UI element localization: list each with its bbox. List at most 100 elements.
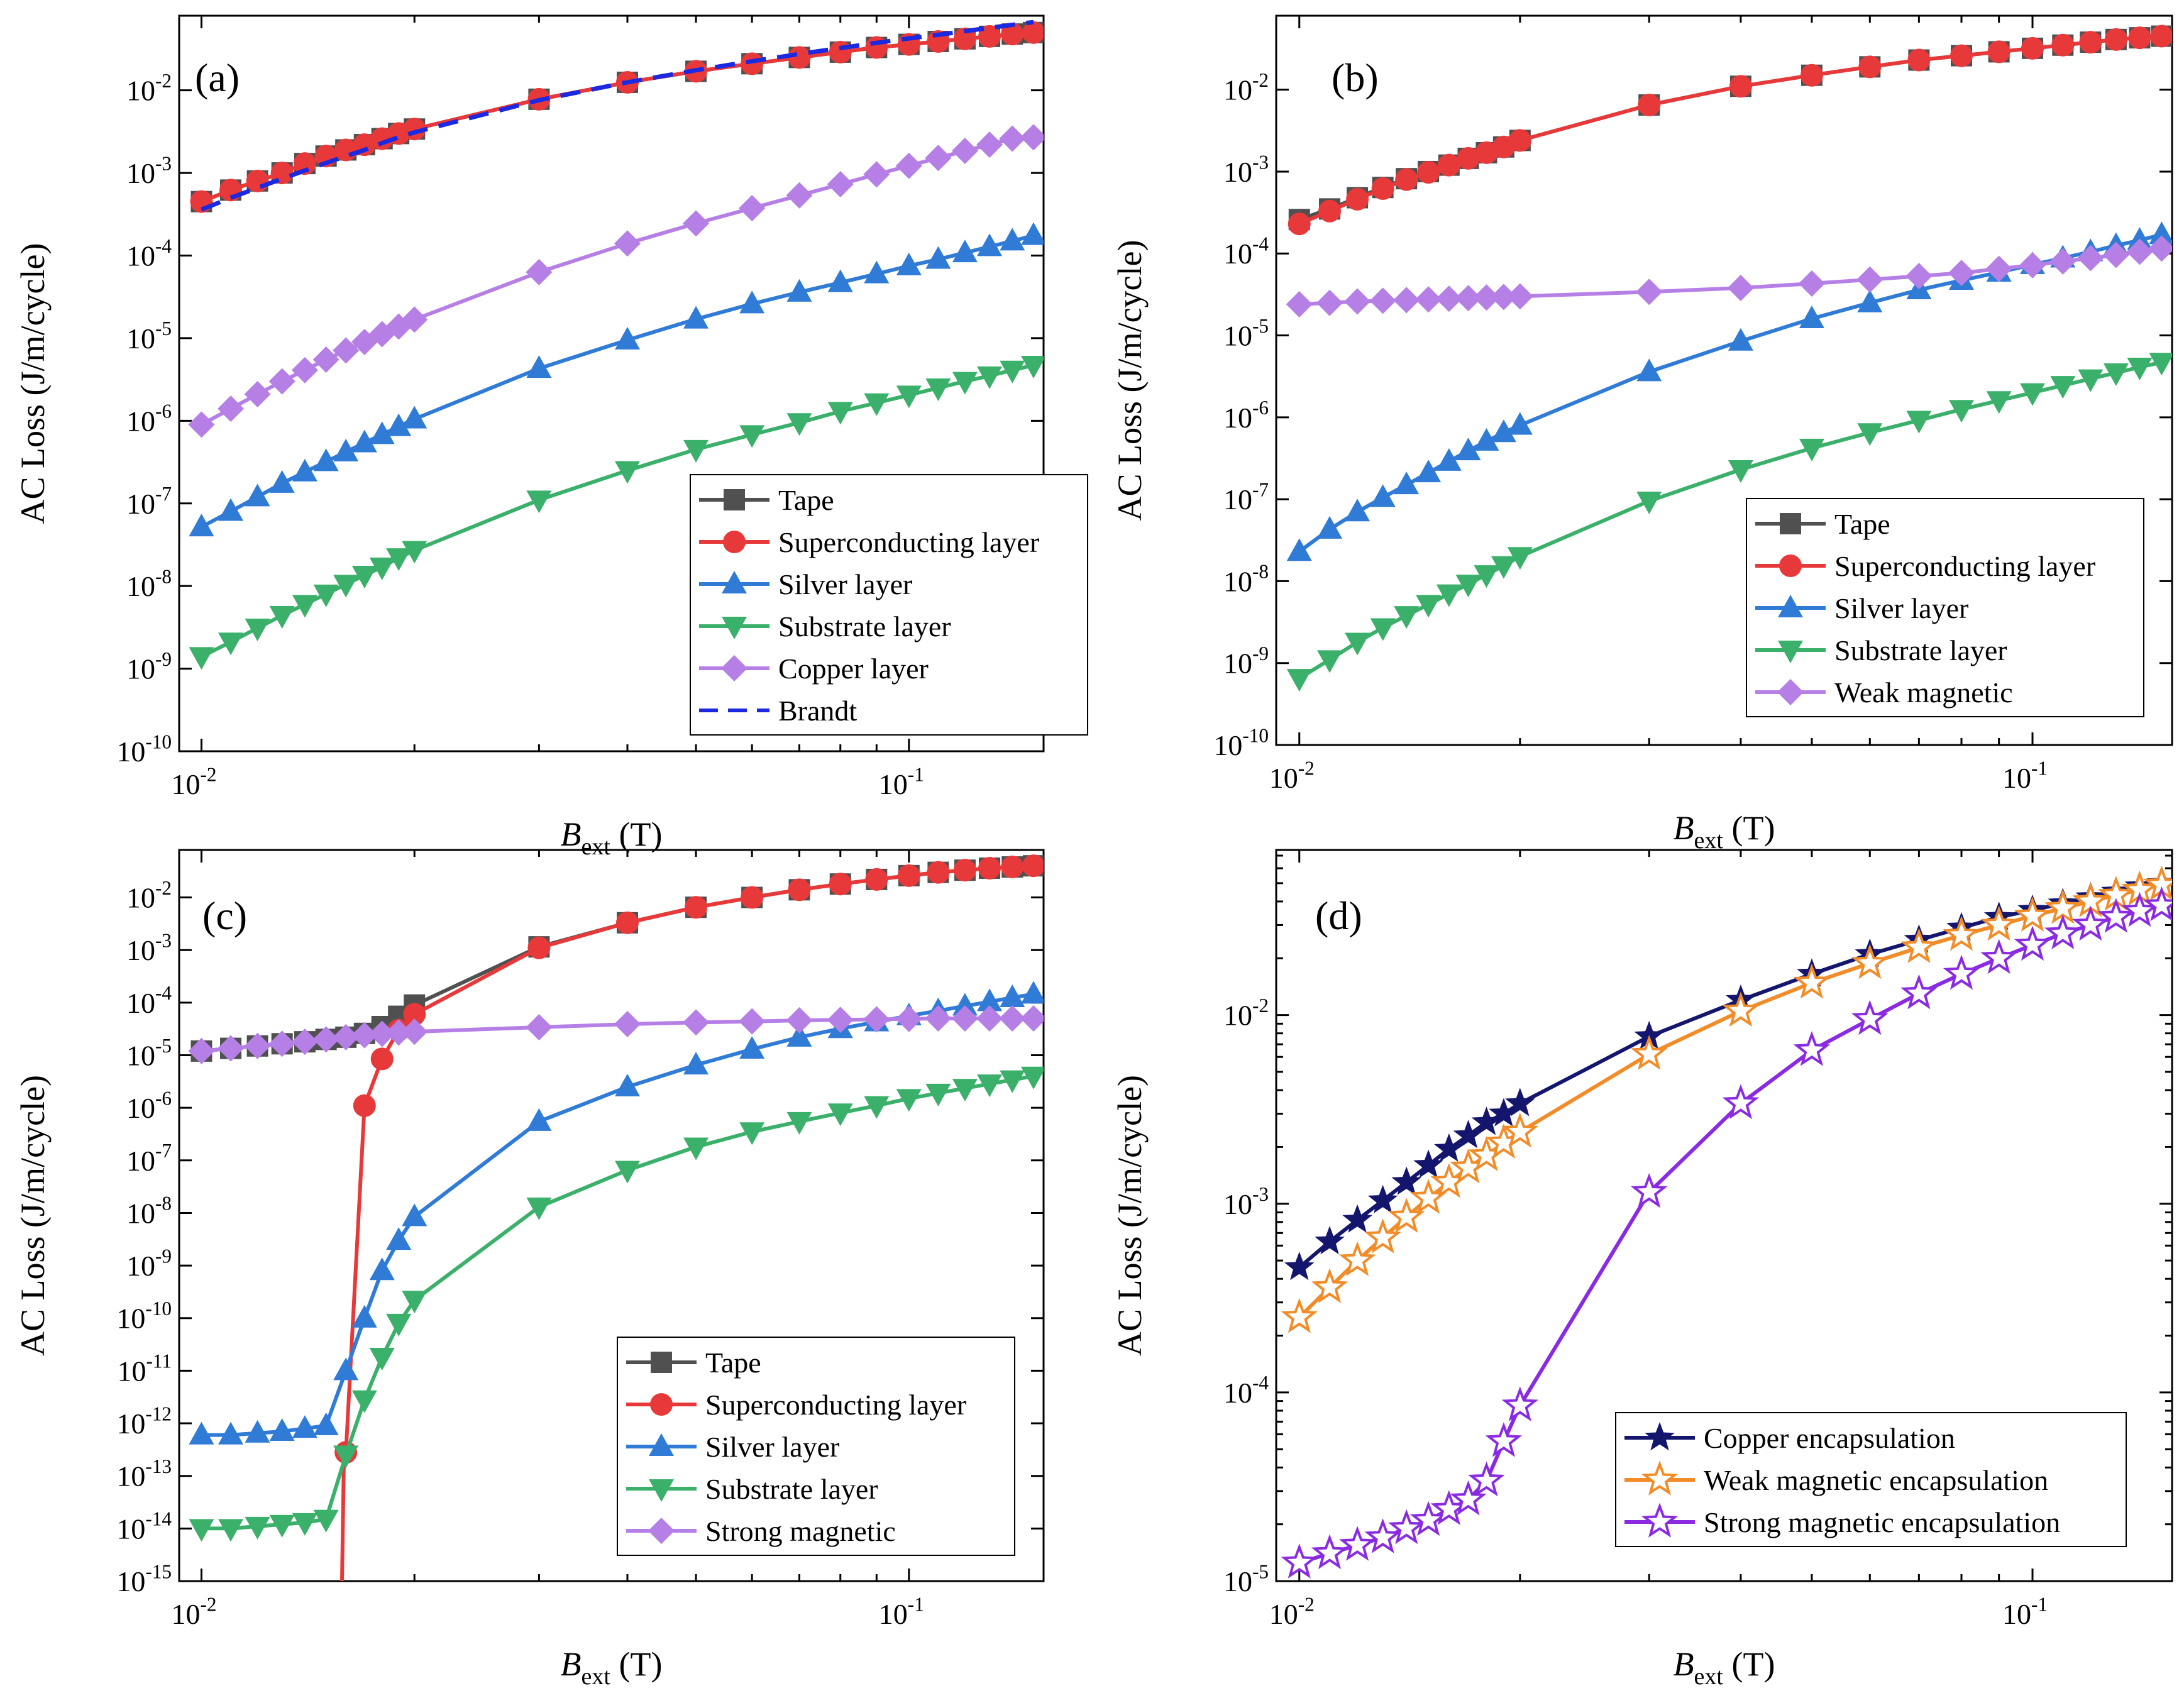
data-point	[313, 448, 339, 472]
panel-label: (c)	[202, 893, 247, 938]
data-point	[683, 1137, 709, 1161]
data-point	[1000, 1070, 1025, 1093]
data-point	[402, 541, 427, 564]
data-point	[1987, 40, 2010, 63]
data-point	[786, 1023, 812, 1047]
data-point	[2128, 26, 2151, 50]
data-point	[401, 1018, 428, 1045]
data-point	[1636, 278, 1663, 306]
legend-item-substrate-layer: Substrate layer	[626, 1473, 878, 1505]
data-point	[333, 337, 360, 364]
x-axis: 10-2 10-1	[1269, 16, 2048, 794]
data-point	[245, 619, 270, 642]
data-point	[292, 458, 317, 482]
y-axis-title: AC Loss (J/m/cycle)	[1111, 1075, 1149, 1356]
data-point	[244, 1032, 271, 1059]
data-point	[614, 326, 640, 350]
x-tick-label: 10-2	[171, 1593, 216, 1630]
data-point	[1413, 1149, 1443, 1178]
data-point	[865, 868, 888, 891]
data-point	[977, 233, 1003, 256]
data-point	[1722, 1084, 1760, 1120]
legend-label: Substrate layer	[1834, 634, 2007, 666]
y-tick-label: 10-7	[126, 1140, 172, 1177]
data-point	[1950, 44, 1973, 67]
data-point	[1342, 1204, 1372, 1233]
data-point	[333, 1023, 360, 1051]
legend-item-copper-encapsulation: Copper encapsulation	[1624, 1422, 1955, 1454]
data-point	[1900, 974, 1938, 1010]
legend-marker	[1779, 554, 1802, 577]
data-point	[333, 1445, 359, 1469]
legend-item-substrate-layer: Substrate layer	[699, 610, 951, 642]
data-point	[2050, 376, 2076, 399]
plot-area	[1281, 865, 2172, 1579]
data-point	[2019, 251, 2046, 278]
plot-area	[188, 19, 1044, 670]
plot-frame	[1275, 14, 2173, 746]
legend-label: Strong magnetic encapsulation	[1704, 1506, 2060, 1538]
data-point	[526, 1108, 552, 1131]
data-point	[1507, 412, 1533, 435]
data-point	[1485, 1422, 1523, 1457]
data-point	[683, 306, 709, 329]
y-tick-label: 10-5	[126, 317, 172, 355]
data-point	[1453, 1120, 1484, 1149]
data-point	[1417, 161, 1440, 184]
y-tick-label: 10-7	[126, 483, 172, 520]
y-tick-label: 10-11	[117, 1350, 172, 1387]
series-superconducting-layer	[1288, 25, 2172, 236]
legend-item-strong-magnetic: Strong magnetic	[626, 1515, 896, 1547]
data-point	[1345, 632, 1371, 656]
legend-item-tape: Tape	[699, 484, 834, 516]
data-point	[1457, 146, 1480, 170]
data-point	[1799, 438, 1824, 461]
y-tick-label: 10-9	[126, 1245, 172, 1282]
data-point	[218, 1519, 244, 1542]
data-point	[976, 131, 1003, 158]
plot-area	[188, 854, 1044, 1581]
data-point	[683, 210, 710, 237]
y-tick-label: 10-4	[1223, 233, 1269, 270]
legend-item-substrate-layer: Substrate layer	[1755, 634, 2007, 666]
data-point	[1471, 1106, 1502, 1135]
y-tick-label: 10-5	[1223, 1560, 1269, 1597]
series-substrate-layer	[189, 1066, 1044, 1542]
data-point	[1728, 328, 1753, 351]
data-point	[1371, 177, 1394, 201]
data-point	[1434, 1133, 1464, 1162]
legend-item-silver-layer: Silver layer	[699, 568, 912, 600]
data-point	[351, 566, 377, 589]
data-point	[2014, 896, 2051, 932]
data-point	[786, 182, 813, 209]
legend-label: Tape	[1834, 508, 1890, 540]
y-tick-label: 10-8	[1223, 561, 1269, 598]
data-point	[1455, 438, 1481, 461]
legend-marker	[722, 571, 747, 593]
data-point	[269, 606, 295, 629]
data-point	[952, 1079, 978, 1102]
data-point	[369, 421, 395, 444]
data-point	[402, 1203, 427, 1227]
series-superconducting-layer	[334, 854, 1044, 1581]
data-point	[951, 137, 978, 164]
x-axis: 10-2 10-1	[1269, 850, 2048, 1630]
data-point	[1436, 584, 1462, 607]
data-point	[369, 1348, 395, 1371]
x-tick-label: 10-1	[2002, 757, 2048, 794]
data-point	[1949, 400, 1974, 423]
panel-a: 10-2 10-110-1010-910-810-710-610-510-410-…	[14, 14, 1088, 860]
data-point	[952, 240, 978, 263]
data-point	[827, 1103, 853, 1127]
data-point	[351, 1304, 377, 1328]
y-tick-label: 10-4	[126, 235, 172, 272]
data-point	[1905, 263, 1933, 290]
panel-b: 10-2 10-110-1010-910-810-710-610-510-410-…	[1111, 14, 2173, 854]
series-weak-magnetic-encapsulation	[1281, 865, 2172, 1333]
data-point	[1286, 669, 1312, 692]
data-point	[402, 1291, 427, 1314]
data-point	[1367, 1184, 1398, 1213]
data-point	[1900, 928, 1938, 964]
y-axis: 10-10 10-9 10-8 10-7 10-6 10-5 10-4 10-3 10-2	[116, 70, 1044, 768]
data-point	[189, 514, 214, 537]
